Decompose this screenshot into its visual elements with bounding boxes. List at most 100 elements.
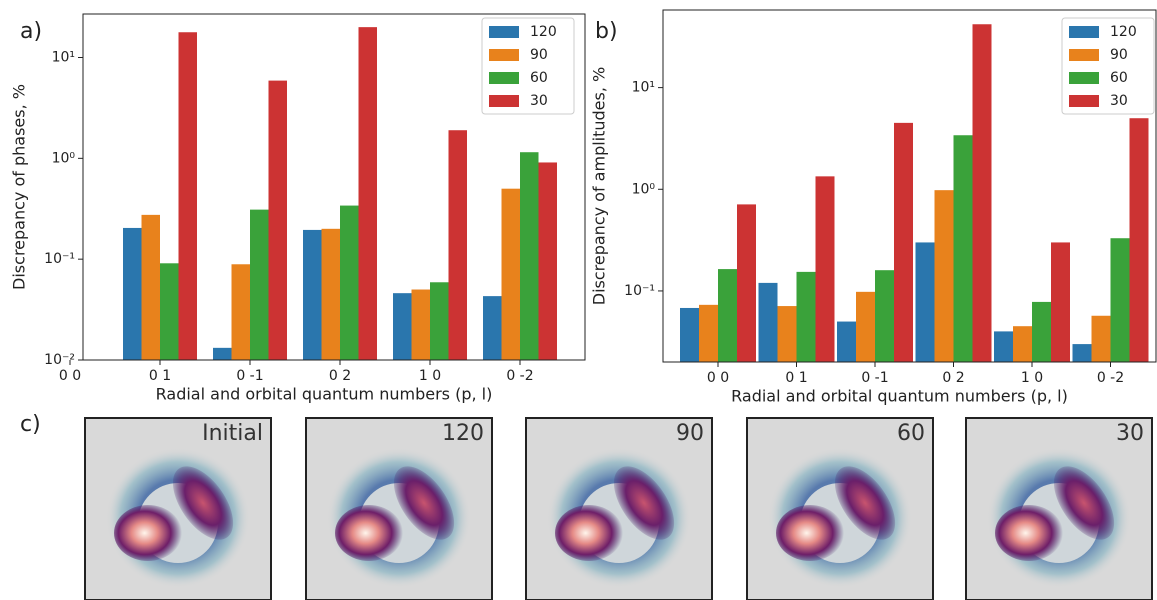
x-tick-label: 0 0 [707,370,729,386]
x-tick-label: 0 1 [149,368,171,384]
legend-swatch [1069,95,1099,107]
bar [759,283,778,362]
bar [1073,344,1092,362]
hot-lobe [776,505,844,561]
bar [449,130,468,360]
bar [737,204,756,362]
legend-label: 120 [1110,24,1137,40]
panel-label: b) [595,19,618,44]
y-tick-label: 10⁰ [52,150,76,166]
bar [797,272,816,362]
image-title: 120 [442,421,484,446]
y-axis-label: Discrepancy of amplitudes, % [590,67,609,306]
bar [680,308,699,362]
legend-swatch [1069,26,1099,38]
bar [340,206,359,360]
figure: a)10⁻²10⁻¹10⁰10¹0 00 10 -10 21 00 -2Radi… [0,0,1157,600]
legend-label: 90 [530,47,548,63]
bar [875,270,894,362]
y-tick-label: 10⁻¹ [624,283,655,299]
bar [250,210,269,360]
legend-label: 30 [530,93,548,109]
bar [837,322,856,362]
bar [303,230,322,360]
bar [123,228,142,360]
bar [322,229,341,360]
bar [1130,118,1149,362]
bar [816,176,835,362]
beam-image [547,448,691,588]
legend-label: 120 [530,24,557,40]
bar [718,269,737,362]
x-tick-label: 0 2 [329,368,351,384]
hot-lobe [995,505,1063,561]
bar [699,305,718,362]
bar [1032,302,1051,362]
legend-swatch [1069,72,1099,84]
bar [160,263,179,360]
bar [232,264,251,360]
x-tick-label: 0 -1 [236,368,263,384]
bar [894,123,913,362]
bar [539,162,558,360]
bar [1092,316,1111,362]
panel-label: a) [20,19,42,44]
x-axis-label: Radial and orbital quantum numbers (p, l… [731,387,1068,406]
legend-swatch [489,49,519,61]
legend-label: 60 [530,70,548,86]
bar [179,32,198,360]
x-tick-label: 0 -1 [861,370,888,386]
bar [994,331,1013,362]
legend-label: 90 [1110,47,1128,63]
hot-lobe [335,505,403,561]
bar [1051,242,1070,362]
x-tick-label: 0 1 [785,370,807,386]
image-title: 60 [897,421,925,446]
image-title: 30 [1116,421,1144,446]
bar [393,293,412,360]
bar [856,292,875,362]
x-axis-label: Radial and orbital quantum numbers (p, l… [156,385,493,404]
panel-label: c) [20,412,41,437]
x-tick-label: 0 -2 [1097,370,1124,386]
image-title: 90 [676,421,704,446]
bar [359,27,378,360]
legend-swatch [1069,49,1099,61]
bar [269,81,288,360]
beam-image [987,448,1131,588]
bar [430,282,449,360]
x-tick-label: 1 0 [419,368,441,384]
bar [412,290,431,360]
bar [778,306,797,362]
y-tick-label: 10¹ [52,49,75,65]
y-tick-label: 10¹ [632,80,655,96]
bar [213,348,232,360]
bar [954,135,973,362]
bar [916,242,935,362]
y-tick-label: 10⁰ [632,181,656,197]
x-tick-label: 0 0 [59,368,81,384]
image-title: Initial [202,421,263,446]
x-tick-label: 1 0 [1021,370,1043,386]
legend-swatch [489,95,519,107]
bar [973,24,992,362]
bar [502,189,521,360]
hot-lobe [555,505,623,561]
legend-label: 30 [1110,93,1128,109]
bar [1013,326,1032,362]
beam-image [768,448,912,588]
y-axis-label: Discrepancy of phases, % [10,84,29,290]
bar [483,296,502,360]
x-tick-label: 0 -2 [506,368,533,384]
y-tick-label: 10⁻¹ [44,251,75,267]
bar [935,190,954,362]
beam-image [327,448,471,588]
beam-image [106,448,250,588]
x-tick-label: 0 2 [942,370,964,386]
legend-swatch [489,72,519,84]
hot-lobe [114,505,182,561]
legend-label: 60 [1110,70,1128,86]
bar [142,215,161,360]
legend-swatch [489,26,519,38]
bar [520,152,539,360]
